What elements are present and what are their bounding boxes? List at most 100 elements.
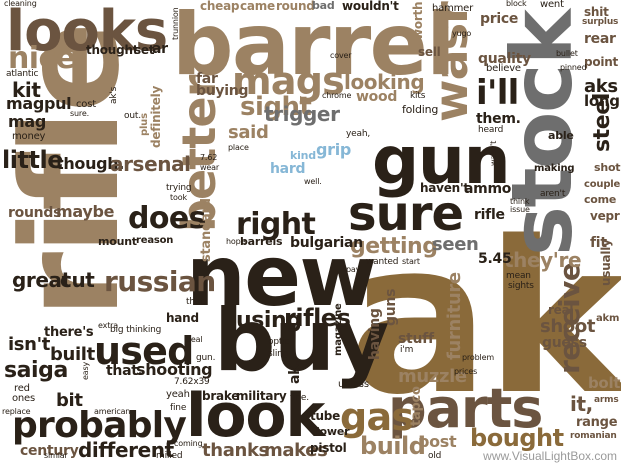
word-new: new	[186, 227, 377, 325]
word-sling: sling	[268, 349, 289, 359]
word-look: look	[186, 381, 325, 451]
word-bad: bad	[312, 0, 335, 12]
word-hope: hope	[226, 237, 246, 246]
word-price: price	[480, 11, 519, 27]
word-it: it,	[570, 392, 593, 416]
word-yeah-comma: yeah,	[346, 129, 371, 139]
word-that-comma: that,	[186, 297, 207, 307]
word-deal: deal	[186, 335, 203, 344]
word-getting: getting	[350, 234, 438, 259]
word-theyre: they're	[504, 248, 582, 272]
word-aks-apos: ak's	[109, 86, 119, 104]
word-probably: probably	[12, 405, 187, 446]
word-ar: ar	[152, 41, 168, 57]
word-build: build	[360, 432, 426, 460]
word-theres: there's	[44, 325, 94, 340]
word-grip: grip	[316, 140, 352, 159]
word-brake: brake	[202, 389, 240, 403]
word-barrel: barrel	[172, 0, 456, 95]
word-arms: arms	[594, 395, 619, 405]
word-lower: lower	[316, 425, 350, 438]
word-fine-dot: fine.	[290, 393, 309, 403]
word-optic: optic	[268, 337, 290, 347]
word-american: american	[94, 407, 131, 416]
word-problem: problem	[462, 353, 494, 362]
credit-watermark: www.VisualLightBox.com	[483, 449, 617, 463]
word-ak-dot: ak.	[287, 360, 303, 384]
word-real: real	[548, 303, 574, 317]
word-money: money	[12, 131, 46, 142]
word-kits: kits	[410, 91, 426, 101]
word-century: century	[20, 443, 79, 459]
word-cost: cost	[76, 99, 96, 110]
word-shot: shot	[594, 161, 621, 174]
word-hand: hand	[166, 311, 199, 325]
word-come: come	[584, 193, 617, 206]
word-replace: replace	[2, 407, 31, 416]
word-parts: parts	[388, 377, 543, 440]
word-magpul: magpul	[6, 94, 72, 113]
word-atlantic: atlantic	[6, 69, 39, 79]
word-wasnt: wasn't	[489, 140, 498, 166]
word-hard: hard	[270, 161, 306, 177]
word-762: 7.62	[200, 153, 218, 162]
word-gun: gun	[372, 122, 511, 199]
word-standard: standard	[199, 198, 214, 262]
word-right: right	[236, 207, 316, 242]
word-fine: fine	[170, 403, 187, 413]
word-milled: milled	[156, 451, 183, 461]
word-rounds: rounds	[8, 205, 62, 221]
word-big-thinking: big thinking	[110, 325, 162, 335]
word-couple: couple	[584, 179, 621, 190]
word-prices: prices	[454, 367, 478, 376]
word-place: place	[228, 143, 249, 152]
word-old: old	[428, 451, 442, 461]
word-folding: folding	[402, 103, 439, 116]
word-long: long	[584, 92, 620, 110]
word-sell: sell	[418, 45, 441, 59]
word-shit: shit	[584, 5, 609, 19]
word-magazine: magazine	[333, 303, 344, 356]
word-havent: haven't	[420, 181, 469, 195]
word-simlar: simlar	[44, 451, 68, 460]
word-using: using	[236, 308, 302, 333]
word-think: think	[510, 197, 530, 206]
word-easy: easy	[81, 361, 90, 380]
word-far: far	[196, 71, 218, 87]
word-out: out.	[124, 111, 141, 121]
word-muzzle: muzzle	[398, 366, 467, 387]
word-wouldnt: wouldn't	[342, 0, 399, 13]
word-im: i'm	[400, 345, 414, 355]
word-block: block	[506, 0, 527, 8]
word-arent: aren't	[540, 189, 566, 199]
word-worth: worth	[411, 1, 425, 40]
word-bought: bought	[470, 424, 564, 452]
word-rifle-small: rifle	[474, 207, 505, 223]
word-issue: issue	[510, 205, 530, 214]
word-heard: heard	[478, 125, 504, 135]
word-yugo: yugo	[452, 29, 472, 38]
word-saiga: saiga	[4, 358, 68, 383]
word-red: red	[14, 383, 30, 394]
word-romanian: romanian	[570, 431, 617, 441]
word-gun-dot: gun.	[196, 353, 216, 363]
word-coming: coming	[174, 439, 203, 448]
word-chrome: chrome	[322, 91, 352, 100]
word-pinned: pinned	[560, 63, 587, 72]
word-though: though.	[56, 154, 125, 173]
word-having: having	[367, 308, 383, 360]
word-bullet: bullet	[556, 49, 578, 58]
word-quality: quality	[478, 51, 531, 67]
word-hammer: hammer	[432, 3, 474, 14]
word-pistol: pistol	[310, 441, 347, 455]
word-tapco: tapco	[409, 386, 424, 426]
word-cut: cut	[60, 268, 95, 292]
word-vepr: vepr	[590, 209, 620, 223]
word-making: making	[534, 163, 575, 174]
word-akm: akm	[596, 313, 620, 324]
word-mags: mags	[232, 59, 345, 103]
word-sights: sights	[508, 281, 534, 291]
word-cheap: cheap	[200, 0, 240, 13]
word-trigger: trigger	[264, 102, 340, 126]
